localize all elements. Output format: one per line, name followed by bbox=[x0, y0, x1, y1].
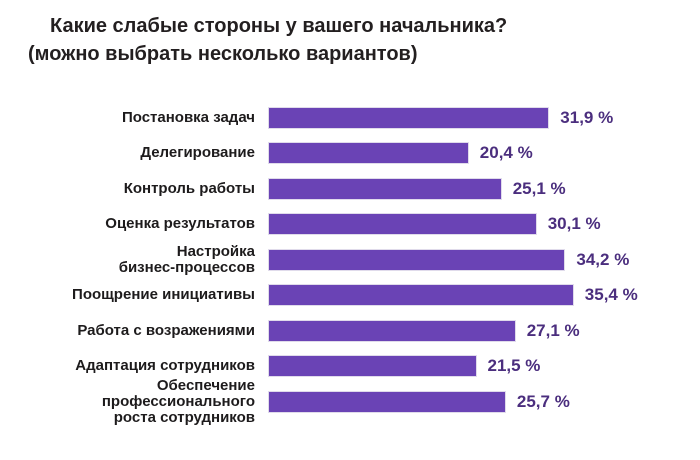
chart-rows: Постановка задач 31,9 % Делегирование 20,4 … bbox=[0, 100, 700, 425]
value-label: 25,7 % bbox=[516, 391, 570, 411]
bar-row: Адаптация сотрудников 21,5 % bbox=[0, 349, 700, 385]
category-label: Делегирование bbox=[140, 144, 255, 162]
category-label: Адаптация сотрудников bbox=[75, 357, 255, 375]
category-label: Настройка бизнес-процессов bbox=[118, 242, 255, 276]
value-label: 27,1 % bbox=[526, 320, 580, 340]
bar bbox=[268, 355, 477, 378]
bar bbox=[268, 106, 550, 129]
value-label: 31,9 % bbox=[560, 107, 614, 127]
category-label: Поощрение инициативы bbox=[72, 286, 255, 304]
value-label: 35,4 % bbox=[584, 285, 638, 305]
chart-title: Какие слабые стороны у вашего начальника… bbox=[28, 15, 508, 65]
category-label: Обеспечение профессионального роста сотр… bbox=[101, 376, 255, 426]
value-label: 21,5 % bbox=[487, 356, 541, 376]
value-label: 25,1 % bbox=[512, 178, 566, 198]
value-label: 34,2 % bbox=[576, 249, 630, 269]
bar-row: Поощрение инициативы 35,4 % bbox=[0, 278, 700, 314]
bar-row: Контроль работы 25,1 % bbox=[0, 171, 700, 207]
bar-row: Обеспечение профессионального роста сотр… bbox=[0, 377, 700, 425]
bar-row: Делегирование 20,4 % bbox=[0, 136, 700, 172]
bar bbox=[268, 177, 502, 200]
bar-row: Постановка задач 31,9 % bbox=[0, 100, 700, 136]
bar bbox=[268, 390, 506, 413]
bar bbox=[268, 319, 516, 342]
bar bbox=[268, 142, 469, 165]
bar bbox=[268, 284, 574, 307]
category-label: Оценка результатов bbox=[105, 215, 255, 233]
bar bbox=[268, 213, 537, 236]
bar-row: Работа с возражениями 27,1 % bbox=[0, 313, 700, 349]
value-label: 20,4 % bbox=[479, 143, 533, 163]
bar-row: Настройка бизнес-процессов 34,2 % bbox=[0, 242, 700, 278]
bar bbox=[268, 248, 566, 271]
category-label: Работа с возражениями bbox=[77, 321, 255, 339]
category-label: Постановка задач bbox=[121, 108, 255, 126]
value-label: 30,1 % bbox=[547, 214, 601, 234]
bar-row: Оценка результатов 30,1 % bbox=[0, 207, 700, 243]
category-label: Контроль работы bbox=[123, 179, 255, 197]
